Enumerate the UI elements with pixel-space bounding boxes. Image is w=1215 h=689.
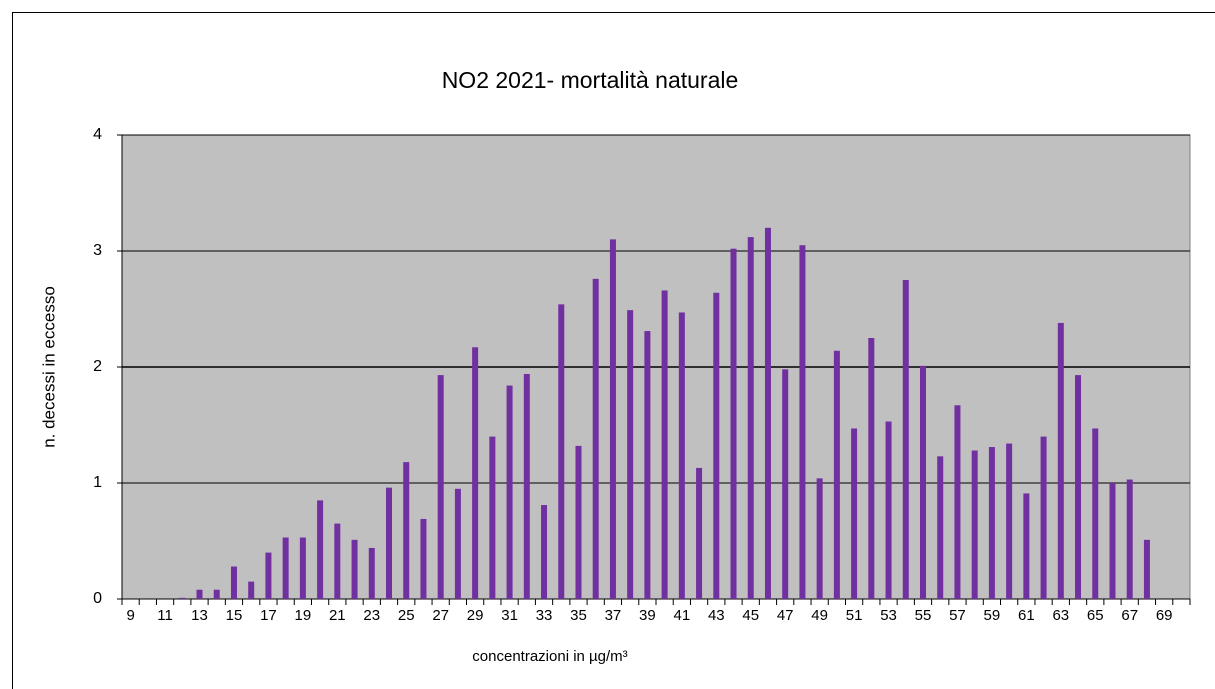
bar xyxy=(713,292,720,599)
y-tick-label: 4 xyxy=(93,126,102,143)
bar xyxy=(696,467,703,599)
bar xyxy=(265,552,272,599)
bar xyxy=(299,537,306,599)
bar xyxy=(282,537,289,599)
x-tick-label: 17 xyxy=(260,607,277,624)
x-tick-label: 15 xyxy=(226,607,243,624)
y-tick-label: 1 xyxy=(93,474,102,491)
bar xyxy=(386,487,392,599)
bar xyxy=(230,566,237,599)
bar xyxy=(420,518,427,599)
bar xyxy=(1006,443,1013,599)
bar xyxy=(437,375,444,599)
y-axis-label: n. decessi in eccesso xyxy=(39,286,58,448)
bar xyxy=(799,245,806,599)
x-tick-label: 41 xyxy=(673,607,690,624)
bar xyxy=(764,227,771,600)
bar xyxy=(885,421,892,599)
bar xyxy=(454,488,461,599)
x-tick-label: 51 xyxy=(846,607,863,624)
bar xyxy=(179,597,186,599)
bar xyxy=(196,589,203,599)
x-tick-label: 67 xyxy=(1121,607,1138,624)
bar xyxy=(920,365,926,599)
bar xyxy=(351,539,358,599)
bar xyxy=(609,239,616,599)
bar xyxy=(902,280,909,599)
bar xyxy=(851,428,858,599)
x-axis-label: concentrazioni in µg/m³ xyxy=(472,648,627,665)
x-tick-label: 59 xyxy=(984,607,1001,624)
y-tick-label: 3 xyxy=(93,242,102,259)
bar xyxy=(833,350,840,599)
bar xyxy=(954,405,961,599)
x-tick-label: 53 xyxy=(880,607,897,624)
bar xyxy=(937,456,944,599)
bar xyxy=(368,547,375,599)
x-tick-label: 43 xyxy=(708,607,725,624)
x-tick-label: 21 xyxy=(329,607,346,624)
bar xyxy=(1040,436,1047,599)
bar xyxy=(782,369,789,599)
bar xyxy=(1023,493,1030,599)
bar xyxy=(816,478,823,599)
bar xyxy=(213,589,220,599)
x-tick-label: 37 xyxy=(605,607,622,624)
x-tick-label: 63 xyxy=(1052,607,1069,624)
bar xyxy=(523,373,530,599)
bar xyxy=(403,462,410,599)
x-tick-label: 31 xyxy=(501,607,518,624)
y-tick-label: 0 xyxy=(93,590,102,607)
y-tick-label: 2 xyxy=(93,358,102,375)
bar xyxy=(541,505,548,599)
x-tick-label: 47 xyxy=(777,607,794,624)
x-tick-label: 69 xyxy=(1156,607,1173,624)
x-tick-label: 13 xyxy=(191,607,208,624)
chart-title: NO2 2021- mortalità naturale xyxy=(442,67,739,93)
bar xyxy=(472,347,479,599)
x-tick-label: 29 xyxy=(467,607,484,624)
bar xyxy=(1075,375,1082,599)
bar xyxy=(489,436,496,599)
x-tick-label: 33 xyxy=(536,607,553,624)
x-tick-label: 19 xyxy=(295,607,312,624)
x-tick-label: 57 xyxy=(949,607,966,624)
bar xyxy=(334,523,341,599)
x-tick-label: 23 xyxy=(363,607,380,624)
bar xyxy=(1057,322,1064,599)
bar xyxy=(317,500,324,599)
x-tick-label: 27 xyxy=(432,607,449,624)
x-tick-label: 11 xyxy=(157,607,173,624)
bar xyxy=(747,237,754,599)
x-tick-label: 61 xyxy=(1018,607,1035,624)
bar xyxy=(558,304,565,599)
x-tick-label: 45 xyxy=(742,607,759,624)
x-tick-label: 39 xyxy=(639,607,656,624)
bar xyxy=(248,581,255,599)
x-tick-label: 25 xyxy=(398,607,415,624)
x-tick-label: 35 xyxy=(570,607,587,624)
bar xyxy=(988,447,995,599)
bar xyxy=(730,248,737,599)
x-tick-label: 65 xyxy=(1087,607,1104,624)
bar xyxy=(661,290,668,599)
bar xyxy=(1109,483,1116,599)
x-tick-label: 55 xyxy=(915,607,932,624)
bar xyxy=(868,338,875,599)
bar xyxy=(592,278,599,599)
bar xyxy=(627,310,634,599)
bar xyxy=(678,312,685,599)
bar xyxy=(1126,479,1133,599)
bar xyxy=(575,445,582,599)
bar xyxy=(971,450,978,599)
x-tick-label: 49 xyxy=(811,607,828,624)
bar xyxy=(506,385,513,599)
x-tick-label: 9 xyxy=(126,607,134,624)
bar xyxy=(1092,428,1099,599)
bar xyxy=(1143,539,1150,599)
bar xyxy=(644,331,651,599)
